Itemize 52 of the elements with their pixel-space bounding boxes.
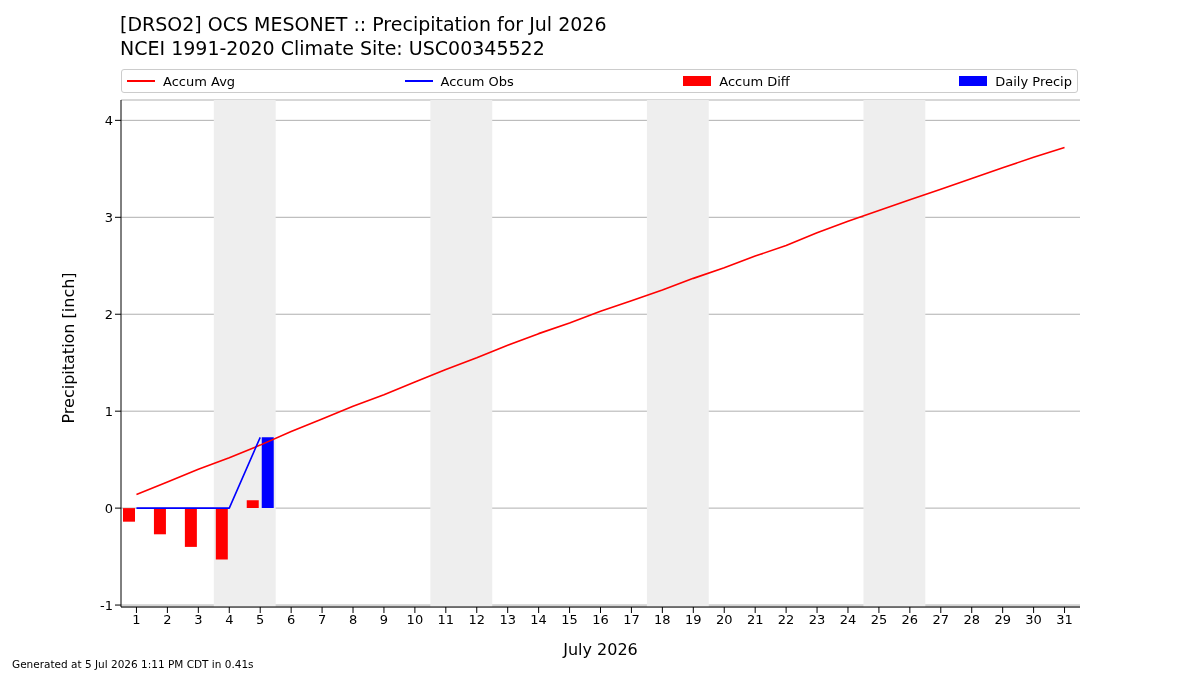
- x-tick-label: 11: [437, 612, 455, 628]
- x-tick-label: 29: [994, 612, 1011, 628]
- x-tick-label: 6: [287, 612, 296, 628]
- x-tick-label: 26: [901, 612, 919, 628]
- y-axis-title: Precipitation [inch]: [58, 272, 78, 424]
- y-tick-label: 1: [104, 403, 113, 419]
- x-tick-label: 15: [561, 612, 578, 628]
- bar: [184, 508, 197, 547]
- x-tick-label: 30: [1025, 612, 1042, 628]
- x-tick-label: 31: [1056, 612, 1073, 628]
- line-series: [135, 146, 1066, 496]
- x-tick-label: 19: [685, 612, 702, 628]
- x-tick-label: 18: [654, 612, 671, 628]
- y-tick-label: 2: [104, 306, 113, 322]
- x-tick-label: 9: [379, 612, 389, 628]
- bar: [153, 508, 166, 535]
- x-tick-label: 27: [932, 612, 950, 628]
- bar: [123, 508, 135, 522]
- chart-subtitle: NCEI 1991-2020 Climate Site: USC00345522: [120, 36, 546, 60]
- x-tick-label: 28: [963, 612, 980, 628]
- x-tick-label: 8: [348, 612, 358, 628]
- bar: [215, 508, 228, 560]
- text: Generated at 5 Jul 2026 1:11 PM CDT in 0.41s: [12, 658, 254, 670]
- x-tick-label: 10: [406, 612, 424, 628]
- x-tick-label: 21: [746, 612, 764, 628]
- chart-title: [DRSO2] OCS MESONET :: Precipitation for Jul 2026: [120, 12, 607, 36]
- y-tick-label: -1: [100, 597, 113, 613]
- x-tick-label: 22: [777, 612, 795, 628]
- x-tick-label: 3: [194, 612, 203, 628]
- x-axis-title: July 2026: [562, 640, 638, 659]
- x-tick-label: 13: [499, 612, 516, 628]
- y-tick-label: 4: [104, 112, 113, 128]
- y-tick-label: 3: [104, 209, 113, 225]
- x-tick-label: 1: [132, 612, 141, 628]
- bar: [246, 500, 259, 509]
- x-tick-label: 16: [592, 612, 609, 628]
- x-tick-label: 17: [623, 612, 640, 628]
- x-tick-label: 14: [530, 612, 547, 628]
- x-tick-label: 25: [870, 612, 888, 628]
- legend-label: Accum Obs: [440, 73, 514, 89]
- x-tick-label: 20: [715, 612, 733, 628]
- legend-label: Accum Avg: [163, 73, 236, 89]
- x-tick-label: 4: [225, 612, 234, 628]
- x-tick-label: 23: [808, 612, 826, 628]
- x-tick-label: 2: [163, 612, 172, 628]
- x-tick-label: 24: [839, 612, 857, 628]
- legend-label: Accum Diff: [719, 73, 790, 89]
- x-tick-label: 7: [317, 612, 327, 628]
- x-tick-label: 12: [468, 612, 486, 628]
- y-tick-label: 0: [104, 500, 113, 516]
- legend-label: Daily Precip: [995, 73, 1072, 89]
- x-tick-label: 5: [256, 612, 265, 628]
